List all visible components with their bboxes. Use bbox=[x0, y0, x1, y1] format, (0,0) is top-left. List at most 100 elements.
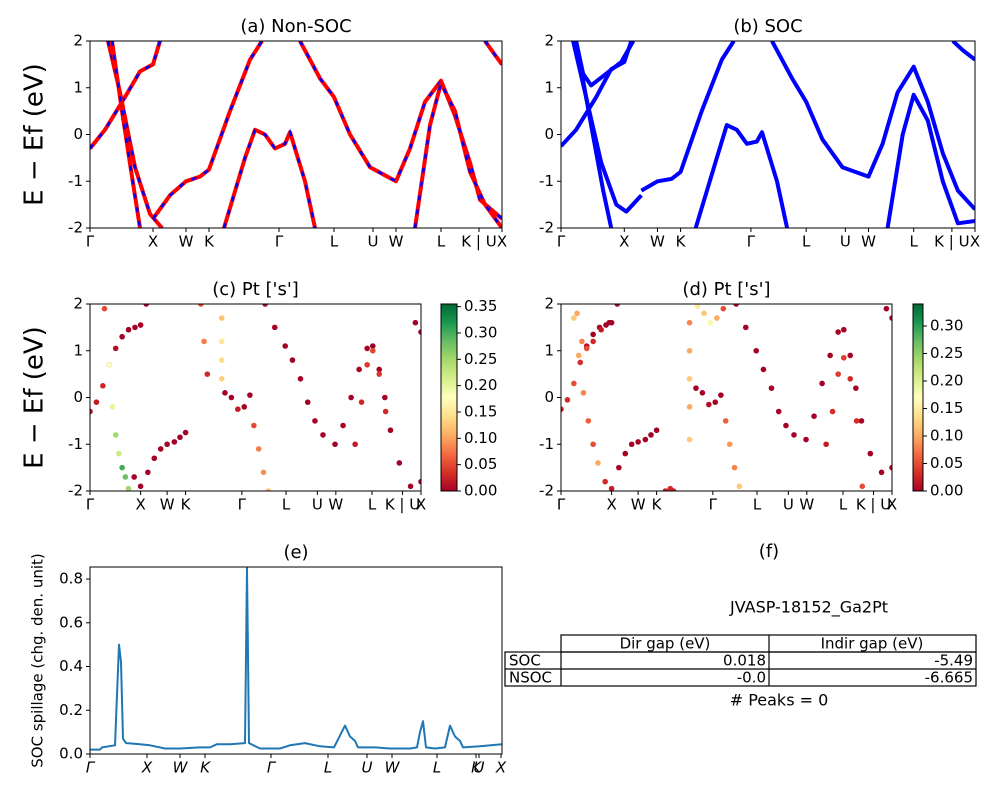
column-header: Dir gap (eV) bbox=[620, 635, 711, 653]
y-tick-label: 0.0 bbox=[59, 745, 83, 763]
point bbox=[648, 432, 654, 438]
y-tick-label: 1 bbox=[544, 341, 554, 359]
point bbox=[595, 460, 601, 466]
point bbox=[571, 315, 577, 321]
x-tick-label: W bbox=[173, 759, 189, 777]
point bbox=[736, 483, 743, 490]
x-tick-label: Γ bbox=[275, 233, 284, 251]
point bbox=[840, 354, 847, 361]
y-tick-label: 2 bbox=[73, 32, 83, 50]
x-tick-label: W bbox=[650, 233, 665, 251]
y-tick-label: 1 bbox=[544, 78, 554, 96]
point bbox=[241, 404, 248, 410]
point bbox=[840, 326, 847, 333]
point bbox=[364, 361, 370, 368]
point bbox=[369, 347, 376, 354]
point bbox=[571, 380, 577, 387]
point bbox=[116, 450, 122, 457]
point bbox=[119, 464, 125, 471]
point bbox=[164, 441, 170, 448]
x-tick-label: X bbox=[141, 759, 153, 777]
x-tick-label: U bbox=[362, 759, 373, 777]
point bbox=[706, 401, 712, 408]
point bbox=[614, 304, 621, 307]
point bbox=[670, 488, 677, 491]
point bbox=[760, 366, 767, 373]
colorbar bbox=[440, 303, 458, 492]
y-tick-label: 0 bbox=[73, 125, 83, 143]
table-footer: # Peaks = 0 bbox=[730, 691, 829, 710]
y-tick-label: -2 bbox=[539, 219, 554, 237]
band-line bbox=[298, 41, 502, 221]
colorbar-tick-label: 0.05 bbox=[464, 455, 497, 473]
colorbar-tick-label: 0.00 bbox=[464, 482, 497, 500]
point bbox=[635, 439, 641, 445]
point bbox=[143, 304, 150, 307]
point bbox=[602, 478, 608, 485]
colorbar-tick-label: 0.25 bbox=[464, 350, 497, 368]
point bbox=[131, 474, 137, 480]
colorbar-tick-label: 0.25 bbox=[930, 344, 963, 362]
x-tick-label: U bbox=[368, 233, 379, 251]
axes-frame bbox=[560, 40, 976, 229]
panel: (e) SOC spillage (chg. den. unit) 0.0 0.2 0.… bbox=[29, 542, 507, 777]
point bbox=[247, 392, 253, 398]
point bbox=[265, 488, 272, 491]
y-tick-label: 2 bbox=[73, 295, 83, 313]
colorbar-tick-label: 0.00 bbox=[930, 482, 963, 500]
x-tick-label: L bbox=[324, 759, 332, 777]
y-tick-label: 0 bbox=[544, 388, 554, 406]
x-tick-label: K bbox=[181, 496, 192, 514]
point bbox=[122, 474, 129, 480]
x-tick-label: L bbox=[910, 233, 919, 251]
band-line bbox=[561, 41, 634, 148]
point bbox=[119, 333, 125, 340]
point bbox=[590, 338, 596, 345]
point bbox=[204, 371, 211, 377]
y-tick-label: -1 bbox=[539, 172, 554, 190]
band-line bbox=[222, 127, 317, 228]
point bbox=[622, 450, 629, 457]
x-tick-label: Γ bbox=[709, 496, 718, 514]
point bbox=[662, 488, 669, 491]
point bbox=[312, 418, 318, 424]
point bbox=[712, 399, 719, 405]
column-header: Indir gap (eV) bbox=[821, 635, 924, 653]
band-line bbox=[110, 41, 142, 228]
point bbox=[320, 432, 326, 438]
point bbox=[418, 478, 421, 485]
y-tick-label: 0 bbox=[544, 125, 554, 143]
point bbox=[137, 322, 144, 328]
point bbox=[686, 404, 693, 410]
point bbox=[694, 304, 701, 310]
point bbox=[561, 406, 564, 412]
point bbox=[251, 422, 257, 429]
x-tick-label: L bbox=[839, 496, 848, 514]
point bbox=[580, 390, 587, 396]
table-title: (f) bbox=[759, 541, 779, 562]
x-tick-label: Γ bbox=[557, 496, 566, 514]
point bbox=[783, 422, 789, 429]
x-tick-label: W bbox=[799, 496, 814, 514]
point bbox=[835, 329, 841, 335]
x-tick-label: K bbox=[204, 233, 215, 251]
point bbox=[701, 310, 707, 317]
point bbox=[132, 324, 138, 331]
point bbox=[222, 390, 228, 396]
point bbox=[811, 413, 817, 420]
point bbox=[157, 446, 164, 452]
point bbox=[606, 319, 613, 326]
x-tick-label: K bbox=[200, 759, 211, 777]
x-tick-label: U bbox=[474, 759, 485, 777]
x-tick-label: Γ bbox=[86, 233, 95, 251]
axes-frame bbox=[89, 303, 422, 492]
colorbar-tick-label: 0.15 bbox=[464, 402, 497, 420]
point bbox=[616, 464, 622, 471]
point bbox=[574, 310, 580, 317]
y-tick-label: 2 bbox=[544, 32, 554, 50]
point bbox=[579, 338, 585, 345]
point bbox=[376, 371, 383, 377]
point bbox=[853, 418, 860, 424]
